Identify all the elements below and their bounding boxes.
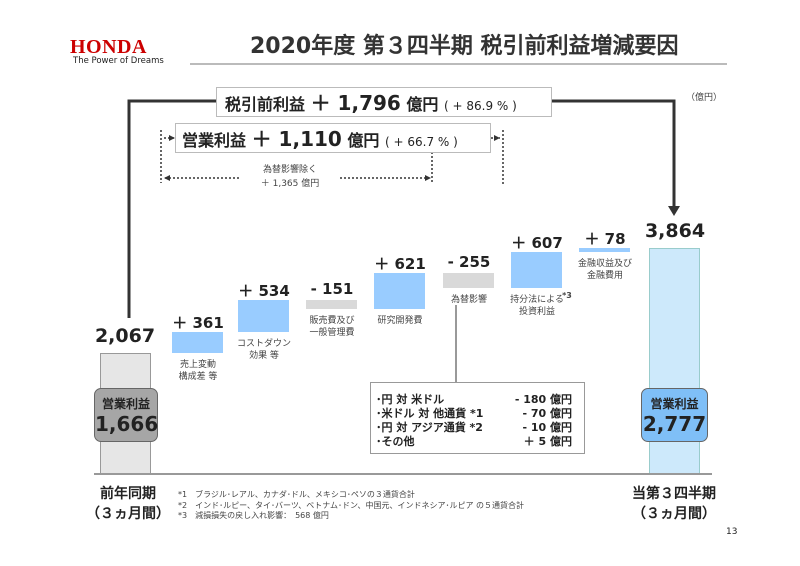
- step-bar: [511, 252, 562, 288]
- step-note: *3: [562, 290, 572, 300]
- fx-breakdown-box: ･円 対 米ドル - 180 億円 ･米ドル 対 他通貨 *1 - 70 億円 ･円…: [370, 382, 585, 454]
- unit-label: （億円）: [686, 93, 723, 103]
- footnote: *3 減損損失の戻し入れ影響： 568 億円: [178, 511, 329, 520]
- fx-label: ･その他: [376, 435, 415, 448]
- step-value-label: - 151: [310, 280, 354, 299]
- pretax-value: ＋ 1,796: [310, 91, 401, 115]
- start-period: 前年同期: [100, 486, 156, 502]
- fx-excluded-label: 為替影響除く: [262, 165, 317, 175]
- end-period-sub: （３ヵ月間）: [632, 506, 716, 522]
- end-value-label: 3,864: [644, 219, 706, 242]
- fx-value: - 10 億円: [522, 421, 572, 434]
- fx-label: ･米ドル 対 他通貨 *1: [376, 407, 484, 420]
- step-category-label: 販売費及び 一般管理費: [309, 316, 355, 339]
- pretax-unit: 億円: [406, 95, 439, 114]
- start-operating-profit-pill: 営業利益 1,666: [94, 388, 158, 442]
- fx-label: ･円 対 アジア通貨 *2: [376, 421, 483, 434]
- pretax-profit-box: 税引前利益 ＋ 1,796 億円 ( + 86.9 % ): [216, 87, 552, 117]
- step-category-label: コストダウン 効果 等: [236, 338, 291, 361]
- step-value-label: ＋ 607: [511, 234, 563, 253]
- operating-value: ＋ 1,110: [251, 127, 342, 151]
- fx-row: ･円 対 アジア通貨 *2 - 10 億円: [376, 419, 572, 434]
- end-op-value: 2,777: [642, 412, 707, 436]
- honda-logo: HONDA: [70, 36, 147, 58]
- footnote: *2 インド･ルピー、タイ･バーツ、ベトナム･ドン、中国元、インドネシア･ルピア…: [178, 500, 525, 510]
- step-category-label: 研究開発費: [377, 316, 423, 327]
- end-period-label: 当第３四半期 （３ヵ月間）: [622, 484, 726, 524]
- pretax-left-bracket: [127, 99, 216, 318]
- step-bar: [579, 247, 630, 253]
- start-value-label: 2,067: [94, 324, 156, 347]
- operating-profit-box: 営業利益 ＋ 1,110 億円 ( + 66.7 % ): [175, 123, 491, 153]
- operating-label: 営業利益: [182, 131, 247, 150]
- step-value-label: - 255: [447, 252, 491, 271]
- operating-unit: 億円: [347, 131, 380, 150]
- start-op-value: 1,666: [95, 412, 159, 436]
- step-category-label: 金融収益及び 金融費用: [577, 259, 632, 282]
- step-bar: [443, 272, 494, 288]
- step-bar: [306, 300, 357, 310]
- arrow-head-icon: [668, 206, 680, 216]
- fx-label: ･円 対 米ドル: [376, 393, 445, 406]
- fx-value: ＋ 5 億円: [523, 435, 572, 448]
- step-bar: [172, 331, 223, 353]
- step-bar: [238, 300, 289, 332]
- start-period-sub: （３ヵ月間）: [86, 506, 170, 522]
- start-op-label: 営業利益: [101, 397, 150, 411]
- page-title: 2020年度 第３四半期 税引前利益増減要因: [250, 34, 679, 59]
- end-operating-profit-pill: 営業利益 2,777: [641, 388, 708, 442]
- end-op-label: 営業利益: [650, 397, 699, 411]
- chart-baseline: [94, 473, 712, 475]
- end-period: 当第３四半期: [632, 486, 716, 502]
- title-divider: [190, 63, 727, 65]
- pretax-label: 税引前利益: [225, 95, 306, 114]
- fx-row: ･その他 ＋ 5 億円: [376, 433, 572, 448]
- step-category-label: 為替影響: [450, 294, 487, 305]
- footnote: *1 ブラジル･レアル、カナダ･ドル、メキシコ･ペソの３通貨合計: [178, 490, 415, 499]
- start-period-label: 前年同期 （３ヵ月間）: [86, 484, 170, 524]
- pretax-pct: ( + 86.9 % ): [444, 99, 517, 113]
- step-value-label: ＋ 534: [238, 282, 290, 301]
- fx-excluded-value: ＋ 1,365 億円: [260, 179, 320, 189]
- tagline: The Power of Dreams: [73, 56, 164, 66]
- step-category-label: 売上変動 構成差 等: [178, 359, 218, 382]
- fx-row: ･米ドル 対 他通貨 *1 - 70 億円: [376, 405, 572, 420]
- step-value-label: ＋ 621: [374, 254, 426, 273]
- page-number: 13: [726, 527, 738, 537]
- step-value-label: ＋ 361: [172, 313, 224, 332]
- footnotes: *1 ブラジル･レアル、カナダ･ドル、メキシコ･ペソの３通貨合計 *2 インド･…: [178, 490, 524, 522]
- pretax-right-bracket: [552, 99, 676, 208]
- fx-value: - 180 億円: [514, 393, 572, 406]
- fx-excluded-note: 為替影響除く ＋ 1,365 億円: [225, 163, 355, 191]
- fx-value: - 70 億円: [522, 407, 572, 420]
- operating-pct: ( + 66.7 % ): [385, 135, 458, 149]
- step-value-label: ＋ 78: [584, 229, 626, 248]
- step-category-label: 持分法による 投資利益: [510, 294, 564, 317]
- fx-row: ･円 対 米ドル - 180 億円: [376, 391, 572, 406]
- step-bar: [374, 272, 425, 310]
